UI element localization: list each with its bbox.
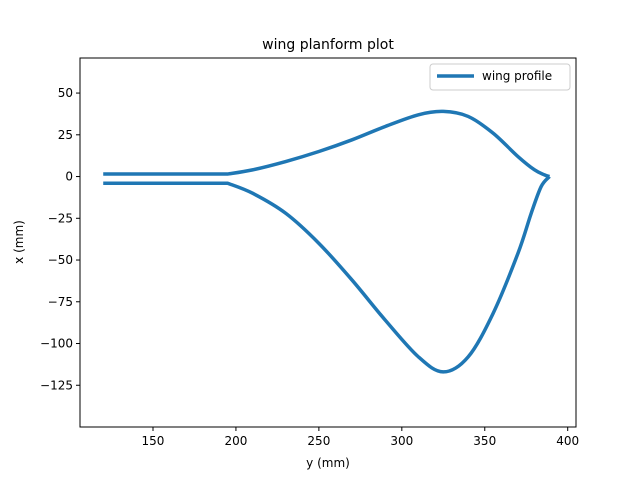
legend-box bbox=[429, 63, 571, 91]
plot-series-layer bbox=[103, 109, 551, 374]
y-axis-ticks: 50 25 0 −25 −50 −75 −100 −125 bbox=[40, 86, 80, 392]
plot-area-frame bbox=[79, 57, 577, 428]
x-tick-label: 150 bbox=[142, 434, 165, 448]
wing-profile-upper-edge-line bbox=[103, 109, 551, 179]
y-tick-label: 25 bbox=[58, 128, 73, 142]
y-tick-label: −125 bbox=[40, 378, 73, 392]
x-axis-ticks: 150 200 250 300 350 400 bbox=[142, 427, 579, 448]
y-tick-label: 50 bbox=[58, 86, 73, 100]
legend-label: wing profile bbox=[482, 69, 552, 83]
x-tick-label: 250 bbox=[307, 434, 330, 448]
wing-profile-lower-edge-line bbox=[103, 175, 551, 374]
x-tick-label: 400 bbox=[556, 434, 579, 448]
x-axis-label: y (mm) bbox=[306, 456, 350, 470]
x-tick-label: 200 bbox=[224, 434, 247, 448]
y-tick-label: −50 bbox=[48, 253, 73, 267]
y-tick-label: −75 bbox=[48, 295, 73, 309]
y-tick-label: 0 bbox=[65, 170, 73, 184]
y-axis-label: x (mm) bbox=[12, 220, 26, 264]
chart-title: wing planform plot bbox=[262, 37, 394, 53]
y-tick-label: −100 bbox=[40, 337, 73, 351]
y-tick-label: −25 bbox=[48, 211, 73, 225]
x-tick-label: 300 bbox=[390, 434, 413, 448]
legend: wing profile bbox=[429, 63, 571, 91]
x-tick-label: 350 bbox=[473, 434, 496, 448]
